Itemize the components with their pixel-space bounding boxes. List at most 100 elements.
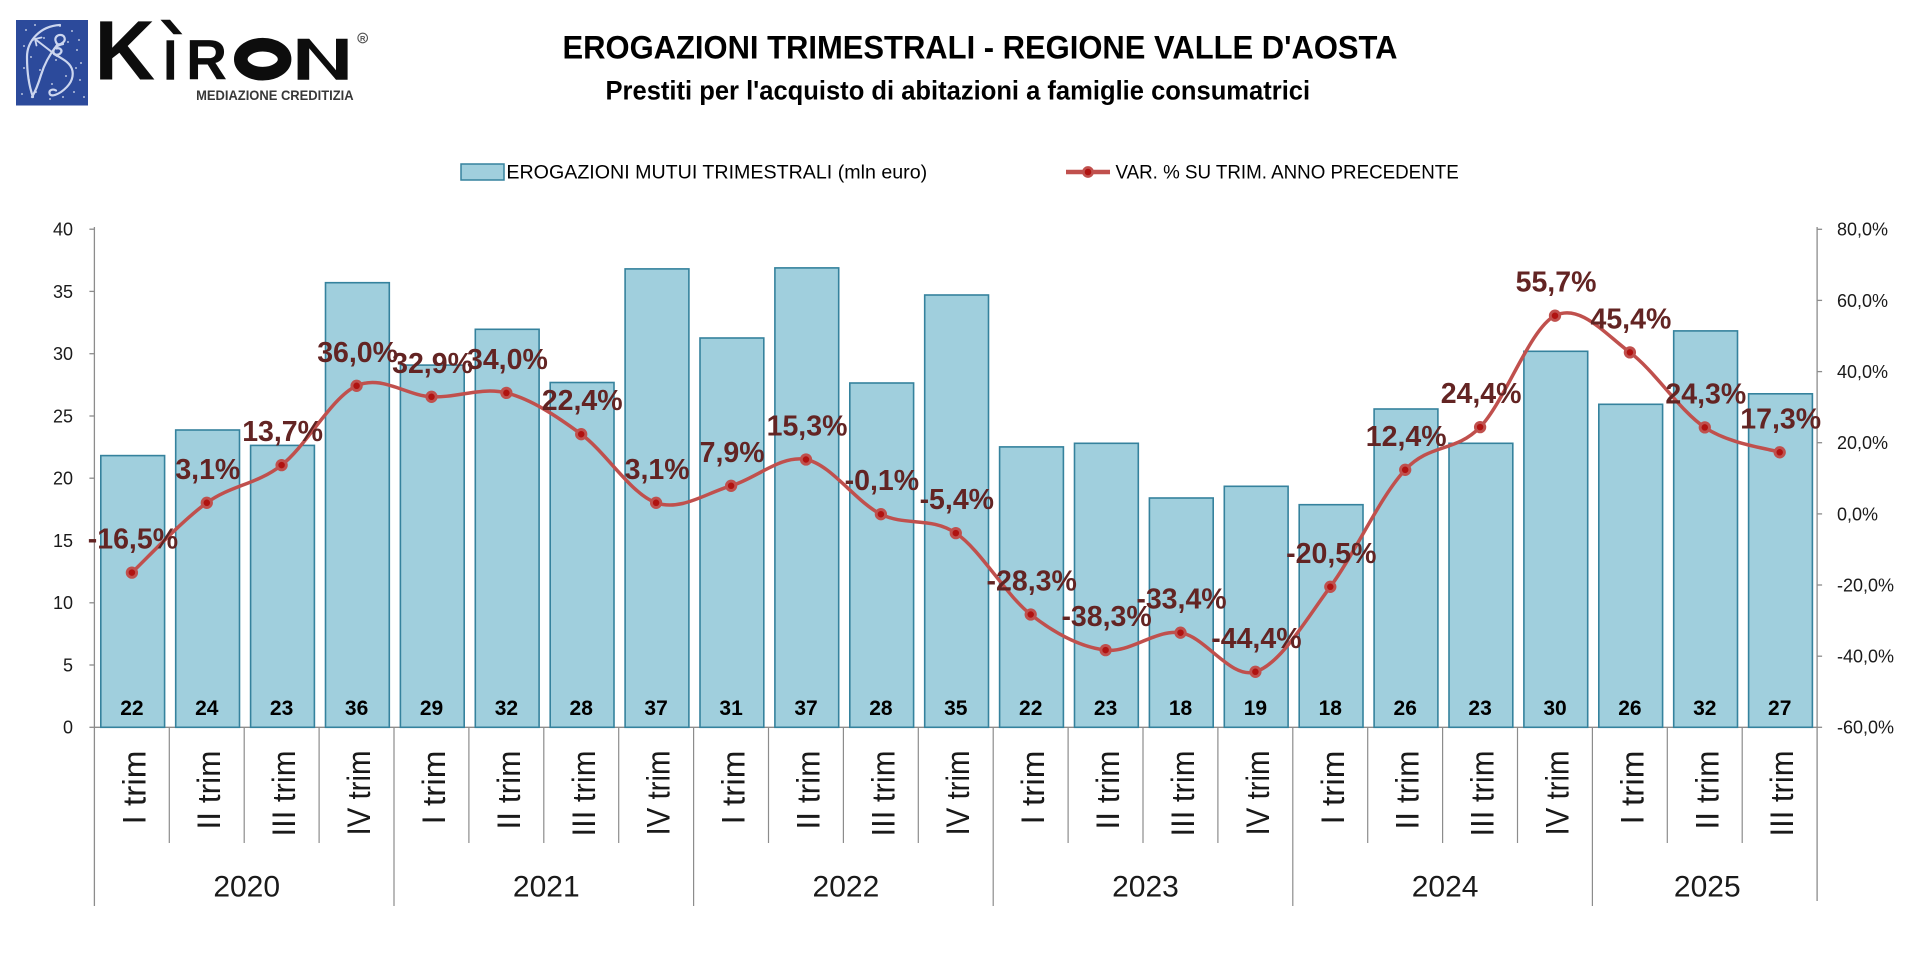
svg-text:55,7%: 55,7% xyxy=(1516,267,1597,299)
svg-text:-44,4%: -44,4% xyxy=(1211,623,1301,655)
svg-text:20,0%: 20,0% xyxy=(1837,433,1888,453)
svg-text:-60,0%: -60,0% xyxy=(1837,718,1894,738)
svg-text:0: 0 xyxy=(63,718,73,738)
svg-text:MEDIAZIONE CREDITIZIA: MEDIAZIONE CREDITIZIA xyxy=(196,87,354,103)
svg-text:28: 28 xyxy=(869,697,893,720)
svg-text:23: 23 xyxy=(270,697,293,720)
svg-text:III trim: III trim xyxy=(266,751,302,837)
svg-text:25: 25 xyxy=(53,406,73,426)
svg-text:II trim: II trim xyxy=(191,751,227,830)
svg-text:EROGAZIONI MUTUI TRIMESTRALI (: EROGAZIONI MUTUI TRIMESTRALI (mln euro) xyxy=(506,163,927,184)
svg-text:R: R xyxy=(186,29,227,93)
svg-text:22: 22 xyxy=(1019,697,1042,720)
svg-text:28: 28 xyxy=(570,697,594,720)
svg-text:-33,4%: -33,4% xyxy=(1136,584,1226,616)
svg-text:Prestiti per l'acquisto di abi: Prestiti per l'acquisto di abitazioni a … xyxy=(606,76,1311,106)
svg-text:2023: 2023 xyxy=(1112,871,1179,904)
svg-text:IV trim: IV trim xyxy=(940,751,976,836)
svg-text:27: 27 xyxy=(1768,697,1791,720)
svg-text:-20,5%: -20,5% xyxy=(1286,538,1376,570)
svg-text:24,3%: 24,3% xyxy=(1665,378,1746,410)
svg-text:22: 22 xyxy=(120,697,143,720)
svg-text:IV trim: IV trim xyxy=(641,751,677,836)
svg-text:-40,0%: -40,0% xyxy=(1837,647,1894,667)
svg-text:32: 32 xyxy=(495,697,518,720)
svg-text:40: 40 xyxy=(53,220,73,240)
svg-text:40,0%: 40,0% xyxy=(1837,362,1888,382)
svg-text:24: 24 xyxy=(195,697,219,720)
svg-text:I trim: I trim xyxy=(116,751,152,825)
svg-text:30: 30 xyxy=(53,344,73,364)
svg-text:26: 26 xyxy=(1618,697,1641,720)
svg-text:0,0%: 0,0% xyxy=(1837,504,1878,524)
svg-text:I trim: I trim xyxy=(1015,751,1051,825)
svg-text:III trim: III trim xyxy=(865,751,901,837)
svg-text:12,4%: 12,4% xyxy=(1366,421,1447,453)
svg-text:-20,0%: -20,0% xyxy=(1837,575,1894,595)
svg-text:2022: 2022 xyxy=(813,871,880,904)
svg-text:-16,5%: -16,5% xyxy=(88,524,178,556)
svg-text:15,3%: 15,3% xyxy=(767,411,848,443)
svg-text:19: 19 xyxy=(1244,697,1267,720)
svg-text:K: K xyxy=(95,4,155,98)
svg-text:III trim: III trim xyxy=(1165,751,1201,837)
svg-text:IV trim: IV trim xyxy=(341,751,377,836)
svg-text:15: 15 xyxy=(53,531,73,551)
svg-text:32,9%: 32,9% xyxy=(392,348,473,380)
svg-text:22,4%: 22,4% xyxy=(542,385,623,417)
svg-text:R: R xyxy=(360,34,366,43)
svg-text:I trim: I trim xyxy=(416,751,452,825)
svg-text:-0,1%: -0,1% xyxy=(845,465,919,497)
svg-text:23: 23 xyxy=(1468,697,1491,720)
svg-text:VAR. % SU TRIM. ANNO PRECEDENT: VAR. % SU TRIM. ANNO PRECEDENTE xyxy=(1116,163,1459,184)
svg-text:III trim: III trim xyxy=(1764,751,1800,837)
svg-text:5: 5 xyxy=(63,655,73,675)
svg-text:31: 31 xyxy=(719,697,743,720)
svg-text:30: 30 xyxy=(1543,697,1566,720)
svg-text:IV trim: IV trim xyxy=(1540,751,1576,836)
svg-text:I trim: I trim xyxy=(1315,751,1351,825)
svg-text:36: 36 xyxy=(345,697,368,720)
svg-text:35: 35 xyxy=(944,697,968,720)
svg-text:20: 20 xyxy=(53,469,73,489)
svg-text:II trim: II trim xyxy=(1090,751,1126,830)
svg-text:2025: 2025 xyxy=(1674,871,1741,904)
svg-text:II trim: II trim xyxy=(1390,751,1426,830)
svg-text:13,7%: 13,7% xyxy=(242,416,323,448)
svg-text:26: 26 xyxy=(1394,697,1417,720)
svg-text:34,0%: 34,0% xyxy=(467,344,548,376)
svg-text:37: 37 xyxy=(644,697,667,720)
svg-text:36,0%: 36,0% xyxy=(317,337,398,369)
svg-text:80,0%: 80,0% xyxy=(1837,220,1888,240)
svg-text:3,1%: 3,1% xyxy=(625,454,690,486)
svg-text:I trim: I trim xyxy=(1614,751,1650,825)
svg-text:2021: 2021 xyxy=(513,871,580,904)
svg-text:2024: 2024 xyxy=(1412,871,1479,904)
svg-text:32: 32 xyxy=(1693,697,1716,720)
svg-text:EROGAZIONI TRIMESTRALI - REGIO: EROGAZIONI TRIMESTRALI - REGIONE VALLE D… xyxy=(563,29,1398,66)
svg-text:3,1%: 3,1% xyxy=(175,454,240,486)
svg-text:III trim: III trim xyxy=(1465,751,1501,837)
svg-text:-38,3%: -38,3% xyxy=(1061,601,1151,633)
svg-text:-5,4%: -5,4% xyxy=(920,484,994,516)
svg-text:II trim: II trim xyxy=(791,751,827,830)
svg-text:7,9%: 7,9% xyxy=(700,437,765,469)
svg-text:17,3%: 17,3% xyxy=(1740,403,1821,435)
svg-text:18: 18 xyxy=(1319,697,1343,720)
svg-text:24,4%: 24,4% xyxy=(1441,378,1522,410)
svg-text:45,4%: 45,4% xyxy=(1590,303,1671,335)
svg-text:18: 18 xyxy=(1169,697,1193,720)
svg-text:II trim: II trim xyxy=(491,751,527,830)
svg-text:35: 35 xyxy=(53,282,73,302)
svg-text:III trim: III trim xyxy=(566,751,602,837)
svg-text:23: 23 xyxy=(1094,697,1117,720)
svg-text:I trim: I trim xyxy=(716,751,752,825)
svg-text:-28,3%: -28,3% xyxy=(987,566,1077,598)
svg-text:29: 29 xyxy=(420,697,443,720)
svg-text:II trim: II trim xyxy=(1689,751,1725,830)
svg-text:60,0%: 60,0% xyxy=(1837,291,1888,311)
svg-text:IV trim: IV trim xyxy=(1240,751,1276,836)
svg-text:2020: 2020 xyxy=(213,871,280,904)
svg-text:37: 37 xyxy=(794,697,817,720)
svg-text:10: 10 xyxy=(53,593,73,613)
